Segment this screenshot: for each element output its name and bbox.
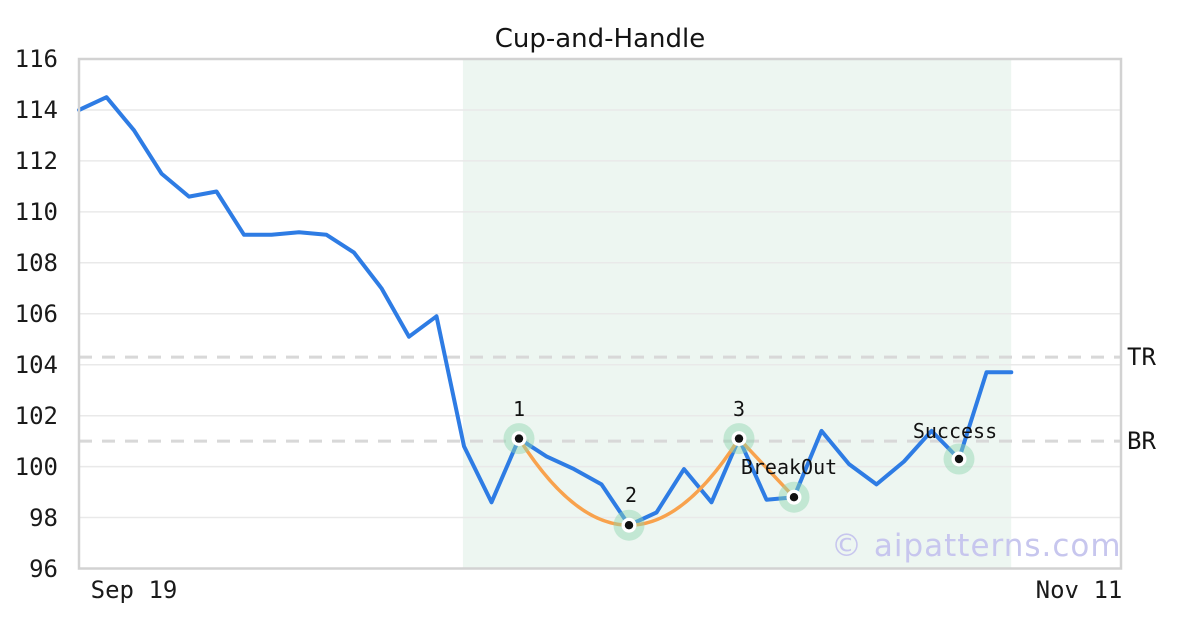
plot-border bbox=[77, 57, 1123, 570]
x-tick-label-start: Sep 19 bbox=[90, 576, 178, 604]
y-tick-label: 112 bbox=[14, 146, 58, 175]
y-tick-label: 114 bbox=[14, 95, 58, 124]
key-point-marker bbox=[778, 481, 810, 513]
annotation-point-3: 3 bbox=[732, 396, 746, 421]
key-point-marker bbox=[503, 423, 535, 455]
annotation-point-1: 1 bbox=[512, 396, 526, 421]
annotation-point-2: 2 bbox=[624, 483, 638, 508]
y-tick-label: 108 bbox=[14, 248, 58, 277]
key-point-marker bbox=[613, 509, 645, 541]
price-line bbox=[77, 95, 1014, 528]
watermark: © aipatterns.com bbox=[831, 528, 1122, 564]
breakout-level-label: BR bbox=[1127, 427, 1156, 456]
x-tick-label-end: Nov 11 bbox=[1035, 576, 1123, 604]
y-tick-label: 96 bbox=[29, 554, 58, 583]
y-tick-label: 102 bbox=[14, 401, 58, 430]
annotation-breakout: BreakOut bbox=[740, 455, 838, 480]
target-level-label: TR bbox=[1127, 343, 1156, 372]
y-tick-label: 98 bbox=[29, 503, 58, 532]
y-tick-label: 116 bbox=[14, 45, 58, 73]
key-point-marker bbox=[723, 423, 755, 455]
y-tick-label: 110 bbox=[14, 197, 58, 226]
chart-title: Cup-and-Handle bbox=[494, 24, 706, 54]
key-point-marker bbox=[943, 443, 975, 475]
y-tick-label: 100 bbox=[14, 452, 58, 481]
y-tick-label: 104 bbox=[14, 350, 58, 379]
annotation-success: Success bbox=[912, 419, 998, 443]
y-tick-label: 106 bbox=[14, 299, 58, 328]
